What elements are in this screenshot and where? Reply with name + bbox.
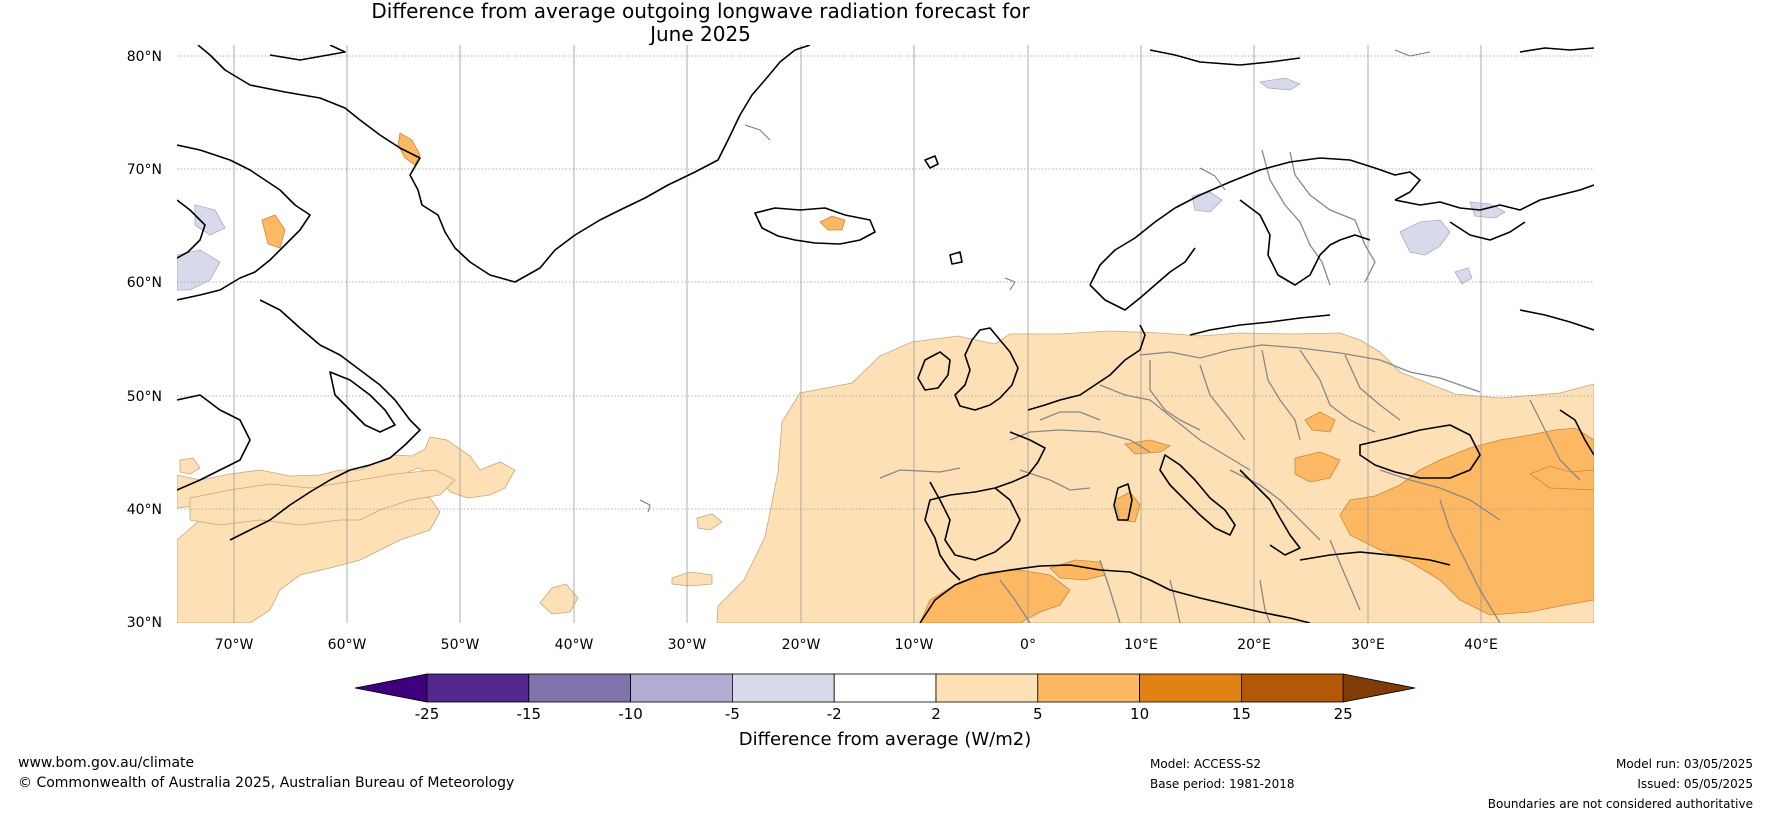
lon-label-10w: 10°W xyxy=(895,637,934,653)
colorbar-tick-label: 15 xyxy=(1232,705,1251,723)
footer-issued: Issued: 05/05/2025 xyxy=(1637,777,1753,791)
lat-label-50n: 50°N xyxy=(127,389,162,405)
footer-copyright: © Commonwealth of Australia 2025, Austra… xyxy=(18,775,515,791)
colorbar-tick-label: -25 xyxy=(415,705,440,723)
lat-label-40n: 40°N xyxy=(127,502,162,518)
colorbar-tick-label: -10 xyxy=(618,705,643,723)
anomaly-5-10-region xyxy=(261,132,1594,623)
colorbar-tick-label: -5 xyxy=(725,705,740,723)
coastlines xyxy=(177,45,1594,623)
lat-label-60n: 60°N xyxy=(127,275,162,291)
lon-label-40e: 40°E xyxy=(1464,637,1498,653)
lon-label-20e: 20°E xyxy=(1237,637,1271,653)
lat-label-80n: 80°N xyxy=(127,49,162,65)
colorbar: -25 -15 -10 -5 -2 2 5 10 15 25 xyxy=(354,673,1416,723)
colorbar-tick-label: 10 xyxy=(1130,705,1149,723)
colorbar-label: Difference from average (W/m2) xyxy=(739,729,1031,750)
colorbar-bin xyxy=(426,673,530,703)
lon-label-50w: 50°W xyxy=(441,637,480,653)
lon-label-60w: 60°W xyxy=(328,637,367,653)
lat-label-30n: 30°N xyxy=(127,615,162,631)
lon-label-20w: 20°W xyxy=(782,637,821,653)
footer-disclaimer: Boundaries are not considered authoritat… xyxy=(1487,797,1753,811)
colorbar-tick-label: -2 xyxy=(827,705,842,723)
map-frame xyxy=(177,45,1594,623)
colorbar-tick-label: 25 xyxy=(1334,705,1353,723)
lon-label-30e: 30°E xyxy=(1351,637,1385,653)
colorbar-tick-label: -15 xyxy=(517,705,542,723)
colorbar-bin xyxy=(630,673,733,703)
colorbar-bin xyxy=(528,673,631,703)
footer-model-run: Model run: 03/05/2025 xyxy=(1615,757,1753,771)
lon-label-10e: 10°E xyxy=(1124,637,1158,653)
footer-base-period: Base period: 1981-2018 xyxy=(1150,777,1295,791)
graticule xyxy=(177,45,1594,623)
map-title-line2: June 2025 xyxy=(650,22,751,46)
colorbar-extend-low xyxy=(354,673,428,703)
map-title: Difference from average outgoing longwav… xyxy=(0,0,1401,46)
map-title-line1: Difference from average outgoing longwav… xyxy=(371,0,1030,23)
lat-label-70n: 70°N xyxy=(127,162,162,178)
colorbar-bin xyxy=(1037,673,1141,703)
colorbar-extend-high xyxy=(1342,673,1416,703)
colorbar-tick-label: 2 xyxy=(931,705,941,723)
lon-label-30w: 30°W xyxy=(668,637,707,653)
colorbar-bin xyxy=(732,673,835,703)
colorbar-bin xyxy=(833,673,937,703)
longitude-labels: 70°W 60°W 50°W 40°W 30°W 20°W 10°W 0° 10… xyxy=(215,637,1498,653)
anomaly-2-5-region xyxy=(177,330,1594,623)
lon-label-40w: 40°W xyxy=(555,637,594,653)
colorbar-tick-label: 5 xyxy=(1033,705,1043,723)
colorbar-bin xyxy=(1139,673,1242,703)
footer-model: Model: ACCESS-S2 xyxy=(1150,757,1262,771)
lon-label-0: 0° xyxy=(1020,637,1036,653)
latitude-labels: 80°N 70°N 60°N 50°N 40°N 30°N xyxy=(127,49,162,631)
footer-website: www.bom.gov.au/climate xyxy=(18,755,195,771)
anomaly-neg-2-5-region xyxy=(177,77,1506,291)
minor-coastlines xyxy=(639,49,1431,513)
colorbar-bin xyxy=(935,673,1039,703)
lon-label-70w: 70°W xyxy=(215,637,254,653)
colorbar-bin xyxy=(1241,673,1344,703)
